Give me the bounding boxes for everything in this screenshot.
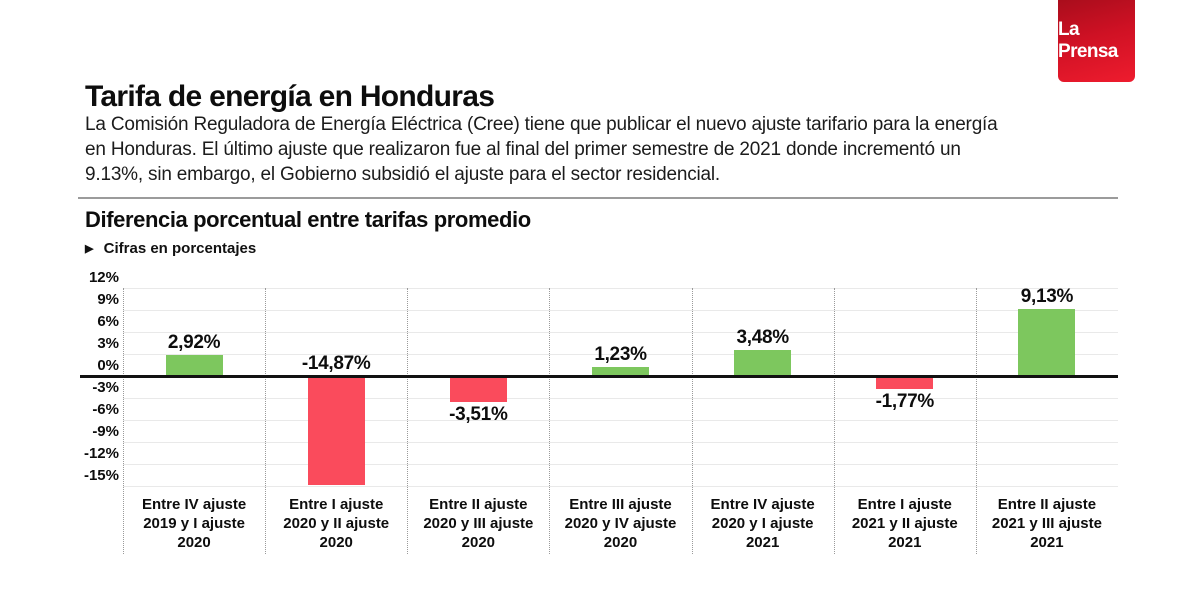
intro-paragraph: La Comisión Reguladora de Energía Eléctr…	[85, 112, 998, 187]
y-axis-tick-label: 3%	[97, 335, 119, 352]
bar-value-label: 3,48%	[736, 327, 789, 349]
section-divider	[78, 197, 1118, 199]
y-axis-tick-label: 6%	[97, 313, 119, 330]
y-axis-tick-label: -15%	[83, 467, 119, 484]
y-axis-tick-label: -9%	[92, 423, 119, 440]
column-separator-line	[833, 288, 835, 554]
x-axis-category-label: Entre IV ajuste 2020 y I ajuste 2021	[710, 496, 815, 551]
x-axis-category-label: Entre II ajuste 2021 y III ajuste 2021	[991, 496, 1102, 551]
laprensa-logo: La Prensa	[1058, 0, 1135, 82]
column-separator-line	[975, 288, 977, 554]
gridline--6%	[123, 420, 1118, 421]
x-axis-category-label: Entre IV ajuste 2019 y I ajuste 2020	[141, 496, 247, 551]
gridline--3%	[123, 398, 1118, 399]
y-axis-tick-label: -12%	[83, 445, 119, 462]
bar-7	[1018, 309, 1076, 376]
bar-value-label: 1,23%	[594, 343, 647, 365]
gridline-12%	[123, 288, 1118, 289]
laprensa-logo-text: La Prensa	[1058, 19, 1118, 62]
chart-title: Diferencia porcentual entre tarifas prom…	[85, 207, 531, 232]
column-separator-line	[265, 288, 267, 554]
y-axis-tick-label: 0%	[97, 357, 119, 374]
chart-kicker-label: Cifras en porcentajes	[103, 240, 257, 257]
chart-kicker: ▶ Cifras en porcentajes	[85, 240, 256, 257]
page-title: Tarifa de energía en Honduras	[85, 80, 495, 113]
y-axis-tick-label: -6%	[92, 401, 119, 418]
x-axis-category-label: Entre I ajuste 2020 y II ajuste 2020	[283, 496, 390, 551]
y-axis-tick-label: 12%	[88, 269, 119, 286]
x-axis-category-label: Entre II ajuste 2020 y III ajuste 2020	[423, 496, 534, 551]
zero-axis-line	[80, 375, 1118, 378]
x-axis-category-label: Entre III ajuste 2020 y IV ajuste 2020	[564, 496, 677, 551]
gridline-6%	[123, 332, 1118, 333]
kicker-arrow-icon: ▶	[85, 243, 94, 255]
intro-line-1: La Comisión Reguladora de Energía Eléctr…	[85, 114, 998, 135]
bar-1	[165, 354, 223, 376]
bar-6	[876, 376, 934, 389]
bar-5	[734, 350, 792, 376]
column-separator-line	[407, 288, 409, 554]
bar-value-label: -3,51%	[449, 403, 508, 425]
column-separator-line	[691, 288, 693, 554]
bar-chart: 12% 9% 6% 3% 0% -3% -6% -9% -12% -15% 2,92% Entre I…	[78, 262, 1123, 562]
gridline--12%	[123, 464, 1118, 465]
column-separator-line	[123, 288, 124, 554]
bar-3	[449, 376, 507, 402]
bar-value-label: -1,77%	[875, 390, 935, 412]
y-axis-tick-label: 9%	[97, 291, 119, 308]
intro-line-3: 9.13%, sin embargo, el Gobierno subsidió…	[85, 164, 720, 185]
x-axis-category-label: Entre I ajuste 2021 y II ajuste 2021	[851, 496, 958, 551]
bar-value-label: 2,92%	[167, 331, 221, 353]
gridline-9%	[123, 310, 1118, 311]
bar-2	[307, 376, 365, 486]
y-axis-tick-label: -3%	[92, 379, 119, 396]
gridline--9%	[123, 442, 1118, 443]
bar-value-label: 9,13%	[1020, 286, 1074, 308]
bar-value-label: -14,87%	[301, 353, 371, 374]
gridline--15%	[123, 486, 1118, 487]
intro-line-2: en Honduras. El último ajuste que realiz…	[85, 139, 961, 160]
column-separator-line	[549, 288, 551, 554]
gridline-3%	[123, 354, 1118, 355]
bar-4	[592, 366, 649, 376]
